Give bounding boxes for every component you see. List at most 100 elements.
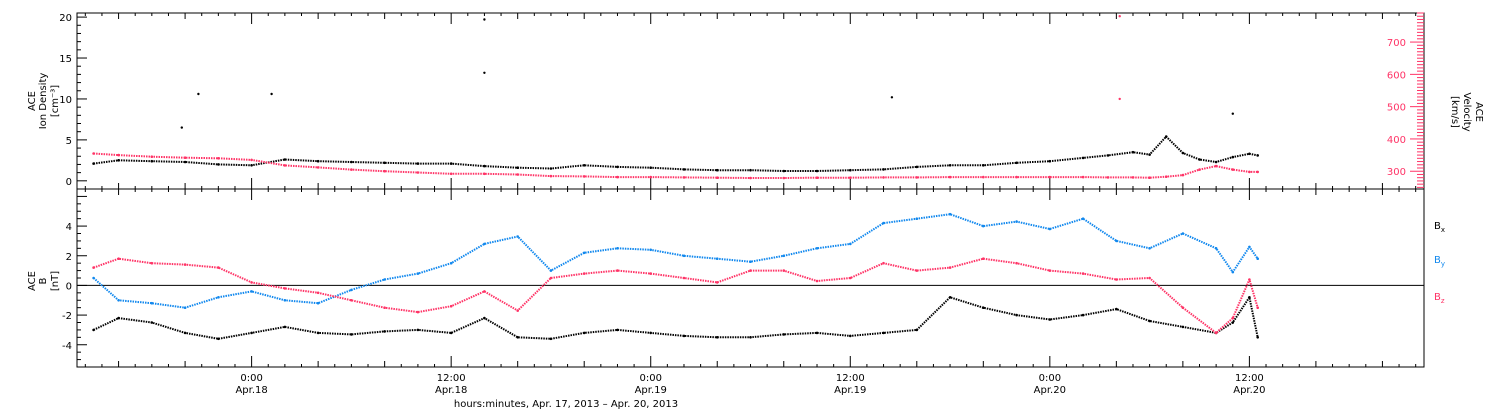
bfield-series-by-point — [1048, 227, 1052, 231]
bfield-series-bz-point — [582, 272, 586, 275]
bfield-series-by-point — [682, 254, 686, 258]
bfield-series-by-point — [516, 235, 519, 238]
x-tick-label-date: Apr.19 — [834, 385, 866, 396]
bfield-series-bz-point — [1181, 306, 1185, 310]
velocity-series-line-point — [549, 174, 553, 178]
bfield-series-bx-point — [217, 337, 220, 341]
bfield-series-bz-point — [217, 266, 220, 269]
density-ylabel-line3: [cm⁻³] — [50, 85, 61, 117]
bfield-series-bx-point — [183, 331, 187, 335]
density-series-line-point — [749, 168, 752, 172]
density-series-line-point — [483, 164, 486, 168]
velocity-outlier-point — [1118, 97, 1121, 101]
density-outlier-point — [1231, 112, 1235, 115]
bfield-series-bx-point — [1048, 318, 1052, 321]
density-series-line-point — [1106, 154, 1110, 157]
bfield-series-bz-point — [92, 266, 95, 269]
bfield-series-bz-point — [250, 281, 253, 284]
x-tick-label-date: Apr.18 — [235, 385, 267, 396]
bfield-series-by-point — [1181, 232, 1185, 235]
density-series-line-point — [1256, 154, 1259, 157]
velocity-series-line-point — [117, 153, 120, 157]
velocity-ylabel-line1: ACE — [1473, 102, 1484, 122]
bfield-series-bz-point — [982, 257, 985, 261]
bfield-series-bz-point — [1148, 276, 1151, 280]
velocity-series-line-point — [150, 155, 154, 158]
bfield-series-bx-point — [150, 321, 154, 324]
velocity-series-line-point — [582, 175, 586, 178]
legend-bz-base: B — [1434, 292, 1441, 303]
density-series-line-point — [1081, 156, 1085, 160]
bfield-series-bz-point — [1048, 269, 1052, 272]
velocity-series-line-point — [982, 175, 985, 179]
bfield-series-bx-point — [383, 330, 386, 333]
legend-bx-sub: x — [1441, 226, 1445, 234]
density-y-tick-label: 0 — [66, 177, 72, 188]
bfield-series-bx-point — [1081, 313, 1085, 317]
bfield-series-by-point — [915, 217, 919, 220]
velocity-series-line-point — [1198, 168, 1201, 171]
bfield-series-bz-point — [749, 269, 752, 272]
velocity-series-line-point — [1164, 175, 1168, 178]
density-ylabel-line2: Ion Density — [38, 73, 49, 130]
bfield-series-by-point — [849, 242, 852, 246]
bfield-series-bx-point — [1181, 325, 1185, 329]
velocity-series-line-point — [1214, 164, 1218, 168]
bfield-series-bz-point — [849, 276, 852, 280]
bfield-series-bx-point — [1248, 296, 1251, 299]
density-series-line-point — [1248, 152, 1251, 156]
density-series-line-point — [183, 160, 187, 164]
density-series-line-point — [1148, 153, 1151, 156]
density-series-line-point — [416, 162, 420, 165]
velocity-series-line-point — [849, 176, 852, 179]
x-tick-label-date: Apr.19 — [635, 385, 667, 396]
bfield-series-bx-point — [250, 331, 253, 335]
legend-bx-base: B — [1434, 221, 1441, 232]
legend-by-sub: y — [1441, 260, 1445, 268]
bfield-series-bx-point — [316, 331, 320, 335]
velocity-series-line-point — [1231, 168, 1235, 171]
velocity-y-tick-label: 600 — [1387, 70, 1406, 81]
velocity-series-line-point — [1081, 175, 1085, 179]
density-series-line-point — [1214, 160, 1218, 164]
bfield-series-bx-point — [948, 296, 952, 299]
x-tick-label-date: Apr.18 — [435, 385, 467, 396]
bfield-series-bx-point — [92, 328, 95, 332]
density-series-line-point — [682, 168, 686, 171]
velocity-series-line-point — [1131, 176, 1135, 179]
density-series-line — [93, 135, 1258, 172]
velocity-y-tick-label: 300 — [1387, 167, 1406, 178]
bfield-ylabel-line2: B — [38, 277, 49, 284]
bfield-series-bz-point — [616, 269, 619, 272]
density-series-line-point — [915, 165, 919, 169]
bfield-series-by-point — [150, 301, 154, 305]
bfield-series-bx-point — [516, 336, 519, 339]
bfield-y-tick-label: 0 — [66, 281, 72, 292]
density-series-line-point — [715, 168, 719, 172]
bfield-series-bx-point — [616, 328, 619, 332]
bfield-series-bz-point — [782, 269, 786, 272]
bfield-series-bx-point — [815, 331, 819, 335]
bfield-y-tick-label: -4 — [62, 341, 72, 352]
density-series-line-point — [150, 159, 154, 163]
x-tick-label-time: 0:00 — [240, 373, 262, 384]
density-series-line-point — [1131, 150, 1135, 154]
bfield-series-by-point — [549, 269, 553, 272]
bfield-series-by-point — [1015, 220, 1018, 223]
bfield-ylabel-line1: ACE — [27, 271, 38, 291]
x-tick-label-time: 12:00 — [437, 373, 466, 384]
density-series-line-point — [117, 159, 120, 162]
velocity-ylabel-line3: [km/s] — [1449, 96, 1460, 128]
density-outlier-point — [270, 92, 273, 96]
bfield-series-bx-point — [549, 337, 553, 341]
bfield-series-by-point — [217, 296, 220, 299]
bfield-series-bz — [93, 257, 1259, 334]
bfield-series-bz-point — [815, 279, 819, 283]
bfield-series-bz-point — [549, 276, 553, 280]
x-tick-label-date: Apr.20 — [1034, 385, 1066, 396]
bfield-series-bz-point — [516, 309, 519, 312]
bfield-series-by-point — [416, 272, 420, 275]
panel-top-frame — [76, 12, 1425, 190]
bfield-series-by-point — [782, 254, 786, 258]
bfield-series-by-point — [383, 278, 386, 281]
